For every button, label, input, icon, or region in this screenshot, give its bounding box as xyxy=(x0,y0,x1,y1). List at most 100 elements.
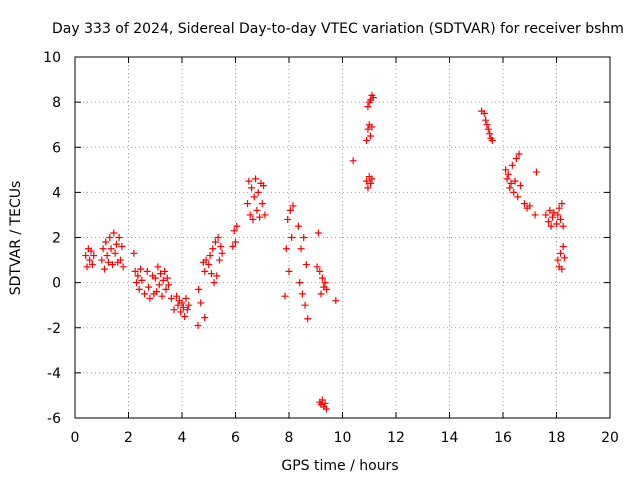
data-point xyxy=(161,267,169,275)
data-point xyxy=(178,299,186,307)
data-point xyxy=(248,184,256,192)
data-point xyxy=(554,211,562,219)
data-point xyxy=(143,267,151,275)
data-point xyxy=(151,274,159,282)
data-point xyxy=(253,206,261,214)
data-point xyxy=(531,211,539,219)
data-point xyxy=(364,184,372,192)
data-point xyxy=(90,252,98,260)
data-point xyxy=(559,243,567,251)
data-point xyxy=(281,292,289,300)
data-point xyxy=(167,294,175,302)
y-tick-label: 10 xyxy=(43,50,61,66)
data-point xyxy=(183,306,191,314)
data-point xyxy=(321,399,329,407)
data-point xyxy=(133,279,141,287)
data-point xyxy=(367,179,375,187)
data-point xyxy=(349,157,357,165)
data-point xyxy=(245,177,253,185)
data-point xyxy=(313,263,321,271)
data-point xyxy=(515,150,523,158)
y-axis-label: SDTVAR / TECUs xyxy=(8,181,24,296)
data-point xyxy=(205,261,213,269)
data-point xyxy=(314,229,322,237)
data-point xyxy=(165,281,173,289)
data-point xyxy=(86,256,94,264)
data-point xyxy=(107,245,115,253)
data-point xyxy=(162,285,170,293)
data-point xyxy=(116,256,124,264)
data-point xyxy=(526,202,534,210)
data-point xyxy=(254,188,262,196)
data-point xyxy=(512,155,520,163)
data-point xyxy=(141,290,149,298)
data-point xyxy=(207,270,215,278)
data-point xyxy=(134,272,142,280)
data-point xyxy=(195,285,203,293)
y-tick-label: -6 xyxy=(47,411,61,427)
data-point xyxy=(559,222,567,230)
x-tick-label: 16 xyxy=(494,430,512,446)
data-point xyxy=(548,213,556,221)
data-point xyxy=(302,261,310,269)
data-point xyxy=(561,254,569,262)
data-point xyxy=(213,272,221,280)
data-point xyxy=(508,161,516,169)
data-point xyxy=(514,193,522,201)
data-point xyxy=(118,243,126,251)
data-point xyxy=(157,270,165,278)
data-point xyxy=(83,263,91,271)
data-point xyxy=(301,301,309,309)
data-point xyxy=(138,276,146,284)
data-point xyxy=(520,200,528,208)
data-point xyxy=(516,182,524,190)
data-point xyxy=(558,265,566,273)
data-point xyxy=(369,94,377,102)
data-point xyxy=(233,222,241,230)
data-point xyxy=(246,211,254,219)
data-point xyxy=(322,405,330,413)
data-point xyxy=(261,211,269,219)
x-tick-label: 18 xyxy=(548,430,566,446)
data-point xyxy=(135,285,143,293)
data-point xyxy=(215,256,223,264)
data-point xyxy=(110,229,118,237)
data-point xyxy=(557,215,565,223)
data-point xyxy=(507,179,515,187)
data-point xyxy=(555,204,563,212)
data-point xyxy=(554,256,562,264)
data-point xyxy=(506,184,514,192)
data-point xyxy=(206,252,214,260)
data-point xyxy=(177,308,185,316)
y-tick-labels: -6 -4 -2 0 2 4 6 8 10 xyxy=(43,50,61,427)
data-point xyxy=(155,281,163,289)
data-point xyxy=(502,166,510,174)
x-tick-label: 4 xyxy=(178,430,187,446)
x-tick-label: 10 xyxy=(334,430,352,446)
x-tick-label: 20 xyxy=(601,430,619,446)
data-point xyxy=(102,238,110,246)
data-point xyxy=(154,263,162,271)
data-point xyxy=(153,288,161,296)
data-point xyxy=(298,290,306,298)
data-point xyxy=(321,279,329,287)
data-point xyxy=(103,252,111,260)
data-point xyxy=(532,168,540,176)
data-point xyxy=(304,315,312,323)
data-point xyxy=(214,234,222,241)
data-point xyxy=(488,136,496,144)
data-point xyxy=(258,200,266,208)
data-point xyxy=(163,274,171,282)
data-point xyxy=(256,213,264,221)
data-point xyxy=(104,258,112,266)
data-point xyxy=(244,200,252,208)
data-point xyxy=(99,245,107,253)
data-point xyxy=(503,175,511,183)
data-point xyxy=(284,215,292,223)
data-point xyxy=(100,265,108,273)
data-point xyxy=(82,252,90,260)
x-tick-label: 12 xyxy=(387,430,405,446)
data-point xyxy=(482,116,490,124)
data-point xyxy=(137,265,145,273)
y-tick-label: 2 xyxy=(52,231,61,247)
